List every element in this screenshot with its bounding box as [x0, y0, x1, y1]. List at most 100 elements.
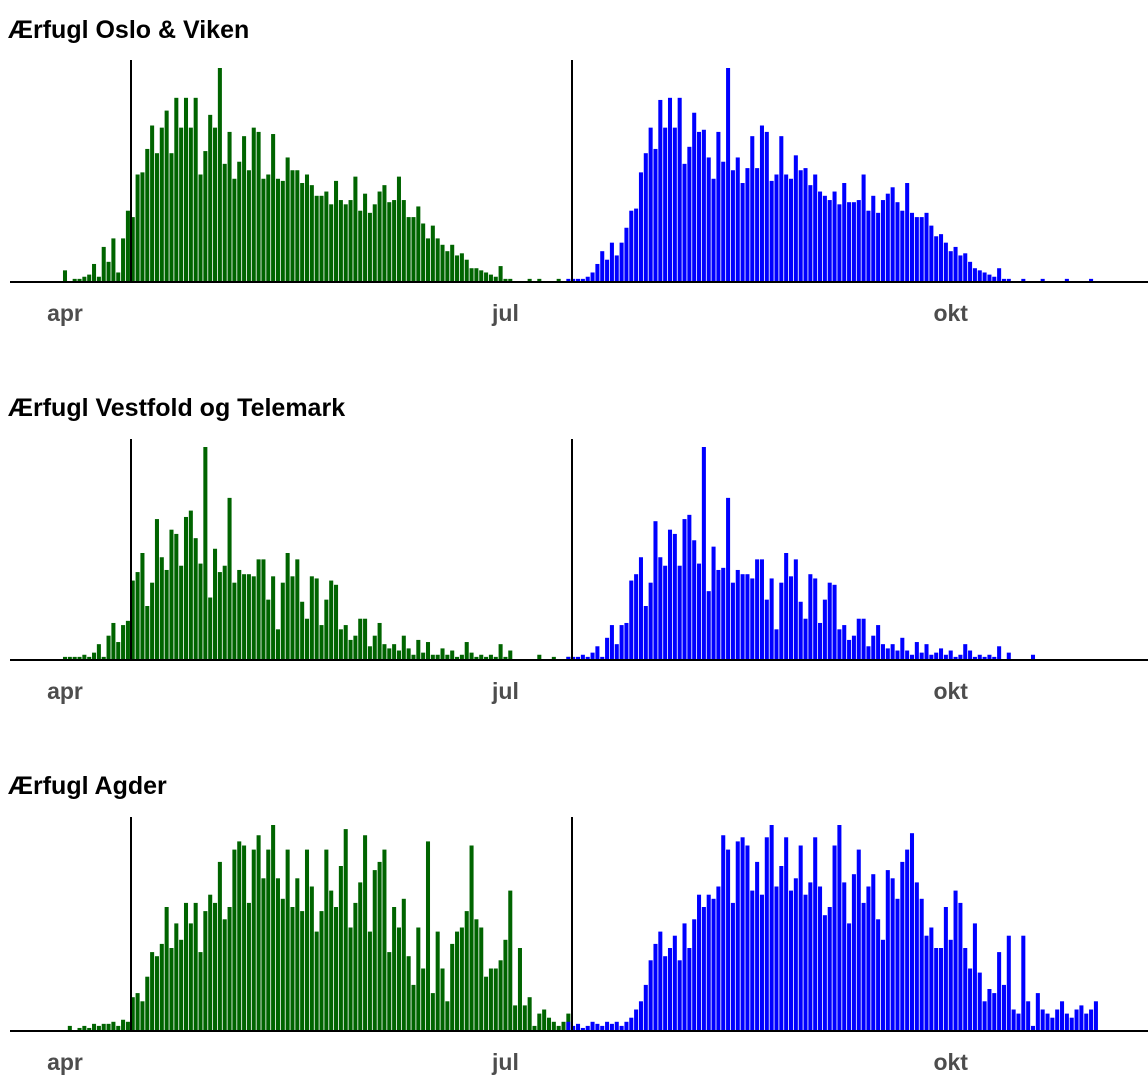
bar — [455, 656, 460, 659]
bar — [726, 497, 731, 659]
bar — [595, 263, 600, 281]
bar — [493, 968, 498, 1030]
bar — [939, 948, 944, 1030]
bar — [692, 540, 697, 659]
bar — [827, 907, 832, 1030]
bar — [643, 606, 648, 659]
bar — [237, 161, 242, 281]
bar — [963, 948, 968, 1030]
bar — [435, 654, 440, 659]
x-tick-label: jul — [491, 300, 519, 326]
bar — [779, 866, 784, 1030]
bar — [493, 656, 498, 659]
bar — [382, 644, 387, 659]
bar — [798, 845, 803, 1030]
bar — [624, 622, 629, 659]
x-tick-label: apr — [47, 678, 83, 704]
bar — [740, 183, 745, 281]
bar — [687, 514, 692, 659]
bar — [285, 157, 290, 281]
bar — [779, 582, 784, 659]
bar — [145, 976, 150, 1030]
bar — [145, 606, 150, 659]
bar — [213, 127, 218, 281]
bar — [92, 1023, 97, 1030]
bar — [130, 217, 135, 281]
bar — [367, 931, 372, 1030]
bar — [643, 984, 648, 1030]
bar — [861, 618, 866, 659]
bar — [246, 902, 251, 1030]
bar — [905, 849, 910, 1030]
bar — [1089, 1009, 1094, 1030]
bar — [183, 516, 189, 659]
bar — [488, 968, 493, 1030]
bar — [987, 274, 992, 281]
bar — [266, 849, 271, 1030]
bar — [121, 1019, 126, 1030]
x-tick-label: okt — [933, 678, 968, 704]
bar — [609, 242, 614, 281]
x-tick-label: okt — [933, 1049, 968, 1075]
bar — [125, 210, 130, 281]
panel: Ærfugl Oslo & Viken apr jul okt — [8, 16, 1148, 326]
bar — [343, 829, 348, 1030]
bar — [629, 580, 634, 659]
bar — [542, 1009, 547, 1030]
bar — [508, 650, 513, 659]
bar — [227, 497, 232, 659]
bar — [614, 1021, 619, 1030]
bar — [135, 174, 140, 281]
bar — [672, 533, 677, 659]
bar — [169, 529, 174, 659]
bar — [188, 127, 193, 281]
bar — [406, 217, 411, 281]
bar — [788, 178, 794, 281]
bar — [343, 625, 348, 659]
bar — [411, 654, 416, 659]
bar — [914, 882, 919, 1030]
bar — [658, 931, 663, 1030]
bar — [876, 212, 881, 281]
bar — [82, 654, 87, 659]
bar — [958, 255, 963, 281]
bar — [871, 874, 876, 1030]
bar — [174, 533, 179, 659]
bar — [900, 210, 905, 281]
bar — [687, 146, 692, 281]
bar — [62, 656, 68, 659]
bar — [769, 825, 774, 1030]
bar — [372, 204, 377, 281]
bar — [658, 557, 663, 659]
bar — [653, 521, 658, 659]
bar — [919, 898, 924, 1030]
bar — [759, 125, 764, 281]
bar — [1001, 984, 1006, 1030]
bar — [788, 890, 794, 1030]
bar — [164, 110, 169, 281]
bar — [556, 278, 561, 281]
bar — [1035, 993, 1040, 1030]
bar — [755, 559, 760, 659]
bar — [856, 849, 861, 1030]
bar — [764, 131, 769, 281]
bar — [677, 97, 682, 281]
bar — [1060, 1001, 1065, 1030]
bar — [682, 519, 687, 659]
bar — [150, 582, 155, 659]
bar — [440, 968, 445, 1030]
bar — [1006, 278, 1011, 281]
bar — [1040, 1009, 1045, 1030]
bar — [159, 943, 164, 1030]
bar — [648, 127, 653, 281]
bar — [609, 1023, 614, 1030]
bar — [827, 582, 832, 659]
bar — [914, 642, 919, 659]
bar — [595, 1023, 600, 1030]
bar — [401, 200, 406, 281]
bar — [953, 656, 958, 659]
bar — [377, 861, 382, 1030]
bar — [784, 553, 789, 659]
bar — [96, 276, 101, 281]
